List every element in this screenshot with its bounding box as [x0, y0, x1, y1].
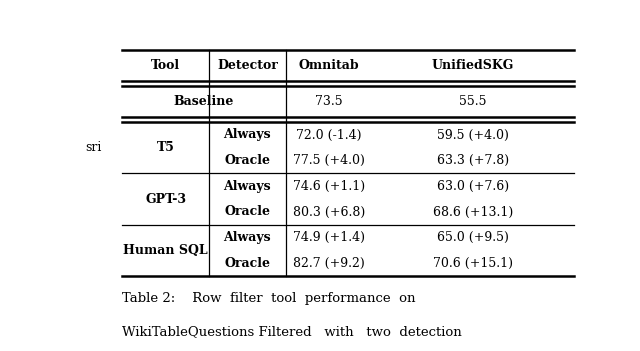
Text: 82.7 (+9.2): 82.7 (+9.2)	[293, 257, 365, 270]
Text: GPT-3: GPT-3	[145, 193, 186, 206]
Text: Oracle: Oracle	[225, 154, 270, 167]
Text: 63.3 (+7.8): 63.3 (+7.8)	[437, 154, 509, 167]
Text: Oracle: Oracle	[225, 205, 270, 218]
Text: 74.6 (+1.1): 74.6 (+1.1)	[293, 180, 365, 193]
Text: 55.5: 55.5	[460, 95, 487, 108]
Text: 77.5 (+4.0): 77.5 (+4.0)	[293, 154, 365, 167]
Text: 65.0 (+9.5): 65.0 (+9.5)	[437, 231, 509, 244]
Text: 68.6 (+13.1): 68.6 (+13.1)	[433, 205, 513, 218]
Text: Always: Always	[223, 231, 271, 244]
Text: 63.0 (+7.6): 63.0 (+7.6)	[437, 180, 509, 193]
Text: Omnitab: Omnitab	[299, 59, 360, 72]
Text: 59.5 (+4.0): 59.5 (+4.0)	[437, 128, 509, 141]
Text: Detector: Detector	[217, 59, 278, 72]
Text: 70.6 (+15.1): 70.6 (+15.1)	[433, 257, 513, 270]
Text: 72.0 (-1.4): 72.0 (-1.4)	[296, 128, 362, 141]
Text: 73.5: 73.5	[316, 95, 343, 108]
Text: 74.9 (+1.4): 74.9 (+1.4)	[293, 231, 365, 244]
Text: Always: Always	[223, 180, 271, 193]
Text: Tool: Tool	[151, 59, 180, 72]
Text: UnifiedSKG: UnifiedSKG	[432, 59, 515, 72]
Text: Oracle: Oracle	[225, 257, 270, 270]
Text: 80.3 (+6.8): 80.3 (+6.8)	[293, 205, 365, 218]
Text: Human SQL: Human SQL	[124, 244, 208, 257]
Text: sri: sri	[85, 141, 101, 154]
Text: Baseline: Baseline	[174, 95, 234, 108]
Text: Always: Always	[223, 128, 271, 141]
Text: WikiTableQuestions Filtered   with   two  detection: WikiTableQuestions Filtered with two det…	[122, 325, 462, 338]
Text: T5: T5	[157, 141, 175, 154]
Text: Table 2:    Row  filter  tool  performance  on: Table 2: Row filter tool performance on	[122, 292, 415, 305]
